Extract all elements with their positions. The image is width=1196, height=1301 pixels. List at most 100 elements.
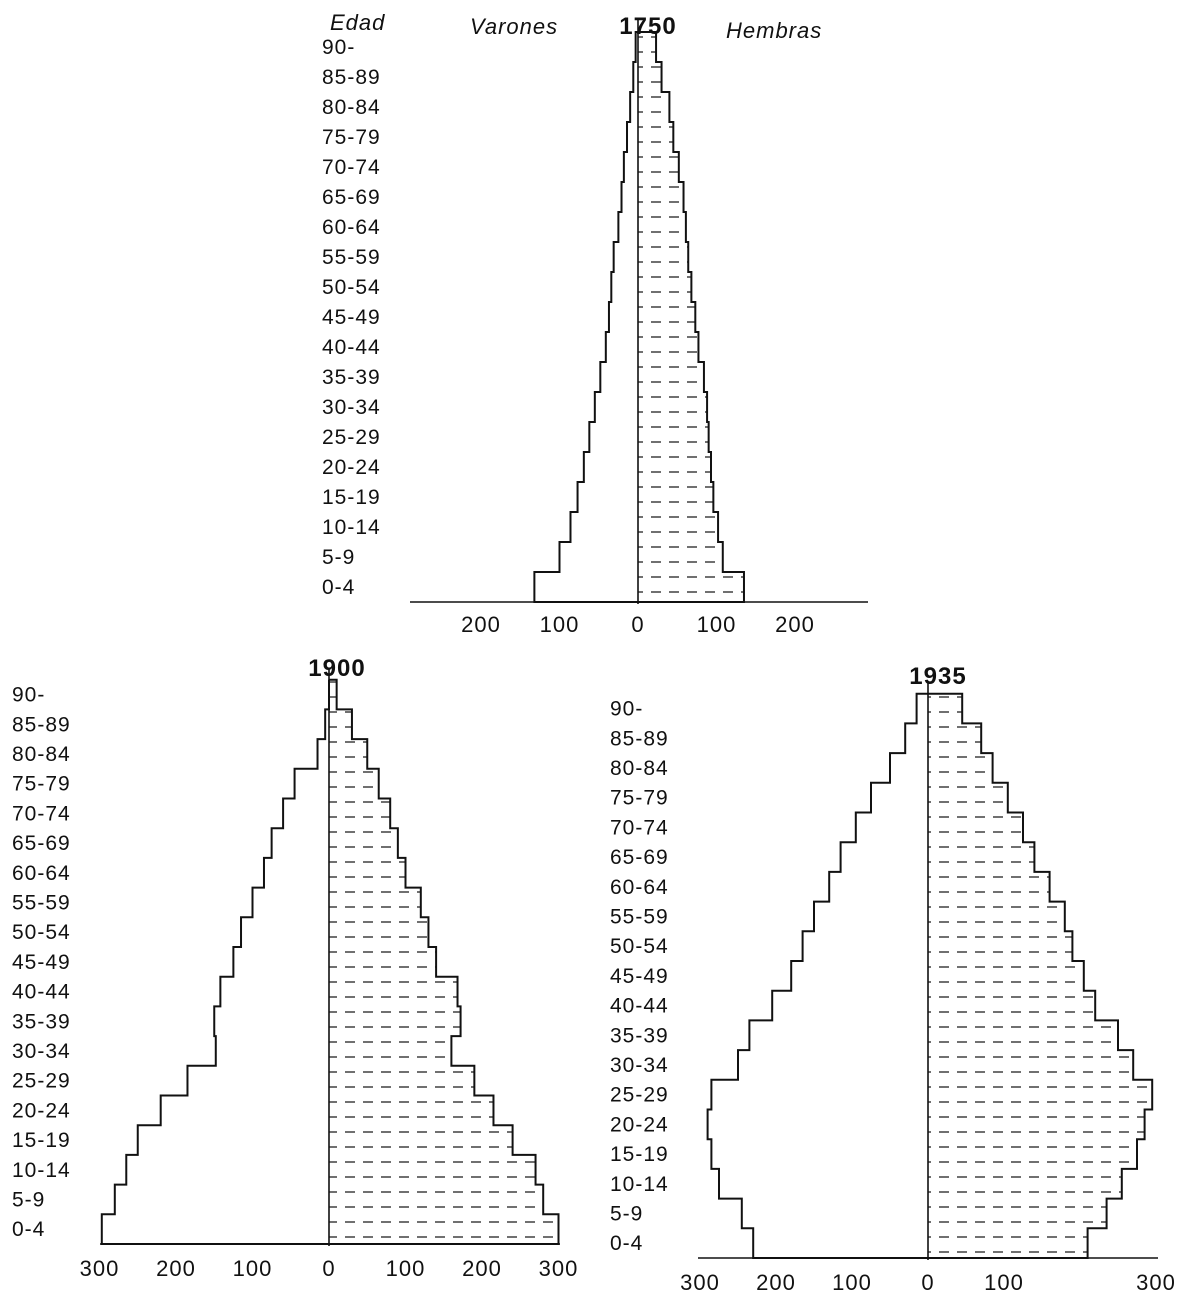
female-bar-90- — [638, 32, 657, 62]
x-tick-label: 0 — [322, 1256, 335, 1281]
male-bar-60-64 — [618, 212, 638, 242]
age-label: 5-9 — [12, 1188, 45, 1211]
female-bar-40-44 — [928, 990, 1096, 1021]
x-tick-label: 100 — [233, 1256, 273, 1281]
age-label: 70-74 — [322, 156, 381, 179]
age-label: 35-39 — [322, 366, 381, 389]
female-bar-70-74 — [928, 812, 1023, 843]
age-label: 15-19 — [610, 1143, 669, 1166]
age-label: 65-69 — [610, 846, 669, 869]
age-label: 45-49 — [322, 306, 381, 329]
age-label: 25-29 — [322, 426, 381, 449]
male-bar-70-74 — [623, 152, 638, 182]
age-label: 15-19 — [322, 486, 381, 509]
female-bar-25-29 — [329, 1065, 475, 1096]
age-label: 65-69 — [12, 832, 71, 855]
age-label: 10-14 — [610, 1173, 669, 1196]
x-tick-label: 100 — [697, 612, 737, 637]
age-label: 50-54 — [610, 935, 669, 958]
female-bar-75-79 — [928, 782, 1008, 813]
female-bar-70-74 — [638, 152, 679, 182]
female-bar-40-44 — [638, 332, 699, 362]
male-bar-10-14 — [570, 512, 638, 542]
x-tick-label: 100 — [832, 1270, 872, 1295]
x-tick-label: 200 — [775, 612, 815, 637]
age-label: 10-14 — [322, 516, 381, 539]
age-label: 40-44 — [12, 981, 71, 1004]
age-label: 70-74 — [610, 816, 669, 839]
x-tick-label: 300 — [680, 1270, 720, 1295]
male-bar-15-19 — [711, 1139, 928, 1169]
male-bar-25-29 — [589, 422, 638, 452]
female-bar-55-59 — [928, 901, 1065, 932]
male-bar-80-84 — [890, 753, 928, 783]
male-bar-40-44 — [220, 976, 329, 1007]
x-tick-label: 100 — [984, 1270, 1024, 1295]
male-bar-55-59 — [252, 887, 329, 918]
age-label: 0-4 — [322, 576, 355, 599]
chart-title-1900: 1900 — [308, 655, 365, 682]
male-bar-25-29 — [711, 1079, 928, 1110]
male-bar-85-89 — [325, 709, 329, 740]
pyramid-1900: 0-4 5-9 10-14 15-19 20-24 25-29 30-34 35-39 40-4… — [12, 655, 577, 1281]
female-bar-45-49 — [928, 961, 1084, 991]
male-bar-55-59 — [613, 242, 638, 272]
female-bar-20-24 — [329, 1095, 494, 1126]
female-bar-30-34 — [928, 1050, 1134, 1080]
age-label: 80-84 — [322, 96, 381, 119]
age-label: 15-19 — [12, 1129, 71, 1152]
female-bar-5-9 — [638, 542, 723, 572]
male-bar-65-69 — [271, 828, 329, 858]
female-bar-85-89 — [928, 723, 982, 754]
female-bar-70-74 — [329, 798, 391, 829]
male-bar-45-49 — [608, 302, 638, 332]
age-label: 75-79 — [610, 787, 669, 810]
age-label: 55-59 — [610, 905, 669, 928]
male-bar-5-9 — [114, 1184, 329, 1215]
pyramid-1750: 0-4 5-9 10-14 15-19 20-24 25-29 30-34 35-39 40-4… — [322, 10, 868, 637]
female-bar-45-49 — [329, 947, 437, 977]
age-label: 35-39 — [610, 1024, 669, 1047]
age-label: 80-84 — [610, 757, 669, 780]
header-male-label: Varones — [470, 14, 558, 39]
male-bar-15-19 — [137, 1125, 329, 1155]
female-outline — [329, 678, 560, 1245]
male-bar-0-4 — [534, 572, 638, 602]
age-label: 50-54 — [12, 921, 71, 944]
age-label: 25-29 — [610, 1084, 669, 1107]
male-bar-20-24 — [160, 1095, 329, 1126]
age-label: 90- — [322, 36, 355, 59]
male-bar-75-79 — [871, 782, 928, 813]
male-bar-55-59 — [814, 901, 928, 932]
female-bar-80-84 — [329, 739, 368, 769]
x-tick-label: 200 — [156, 1256, 196, 1281]
female-bar-10-14 — [928, 1168, 1122, 1199]
male-bar-80-84 — [630, 92, 638, 122]
age-label: 75-79 — [322, 126, 381, 149]
age-label: 30-34 — [610, 1054, 669, 1077]
female-bar-20-24 — [638, 452, 712, 482]
age-label: 75-79 — [12, 773, 71, 796]
age-label: 55-59 — [322, 246, 381, 269]
age-label: 30-34 — [12, 1040, 71, 1063]
age-label: 65-69 — [322, 186, 381, 209]
female-bar-50-54 — [329, 917, 429, 947]
female-bar-50-54 — [638, 272, 692, 302]
female-bar-35-39 — [638, 362, 704, 392]
female-outline — [638, 31, 745, 603]
age-label: 50-54 — [322, 276, 381, 299]
male-bar-70-74 — [855, 812, 928, 843]
female-bar-10-14 — [329, 1154, 536, 1185]
age-label: 60-64 — [610, 876, 669, 899]
female-bar-25-29 — [928, 1079, 1153, 1110]
female-bar-5-9 — [928, 1198, 1107, 1229]
male-outline — [533, 31, 638, 603]
male-bar-10-14 — [719, 1168, 928, 1199]
chart-title-1750: 1750 — [619, 13, 676, 40]
age-label: 60-64 — [322, 216, 381, 239]
male-bar-50-54 — [802, 931, 928, 961]
age-label: 25-29 — [12, 1070, 71, 1093]
female-bar-25-29 — [638, 422, 709, 452]
female-bar-5-9 — [329, 1184, 544, 1215]
male-bar-0-4 — [101, 1214, 329, 1244]
